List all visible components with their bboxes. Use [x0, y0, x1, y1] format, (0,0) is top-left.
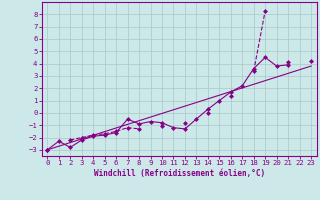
X-axis label: Windchill (Refroidissement éolien,°C): Windchill (Refroidissement éolien,°C) — [94, 169, 265, 178]
